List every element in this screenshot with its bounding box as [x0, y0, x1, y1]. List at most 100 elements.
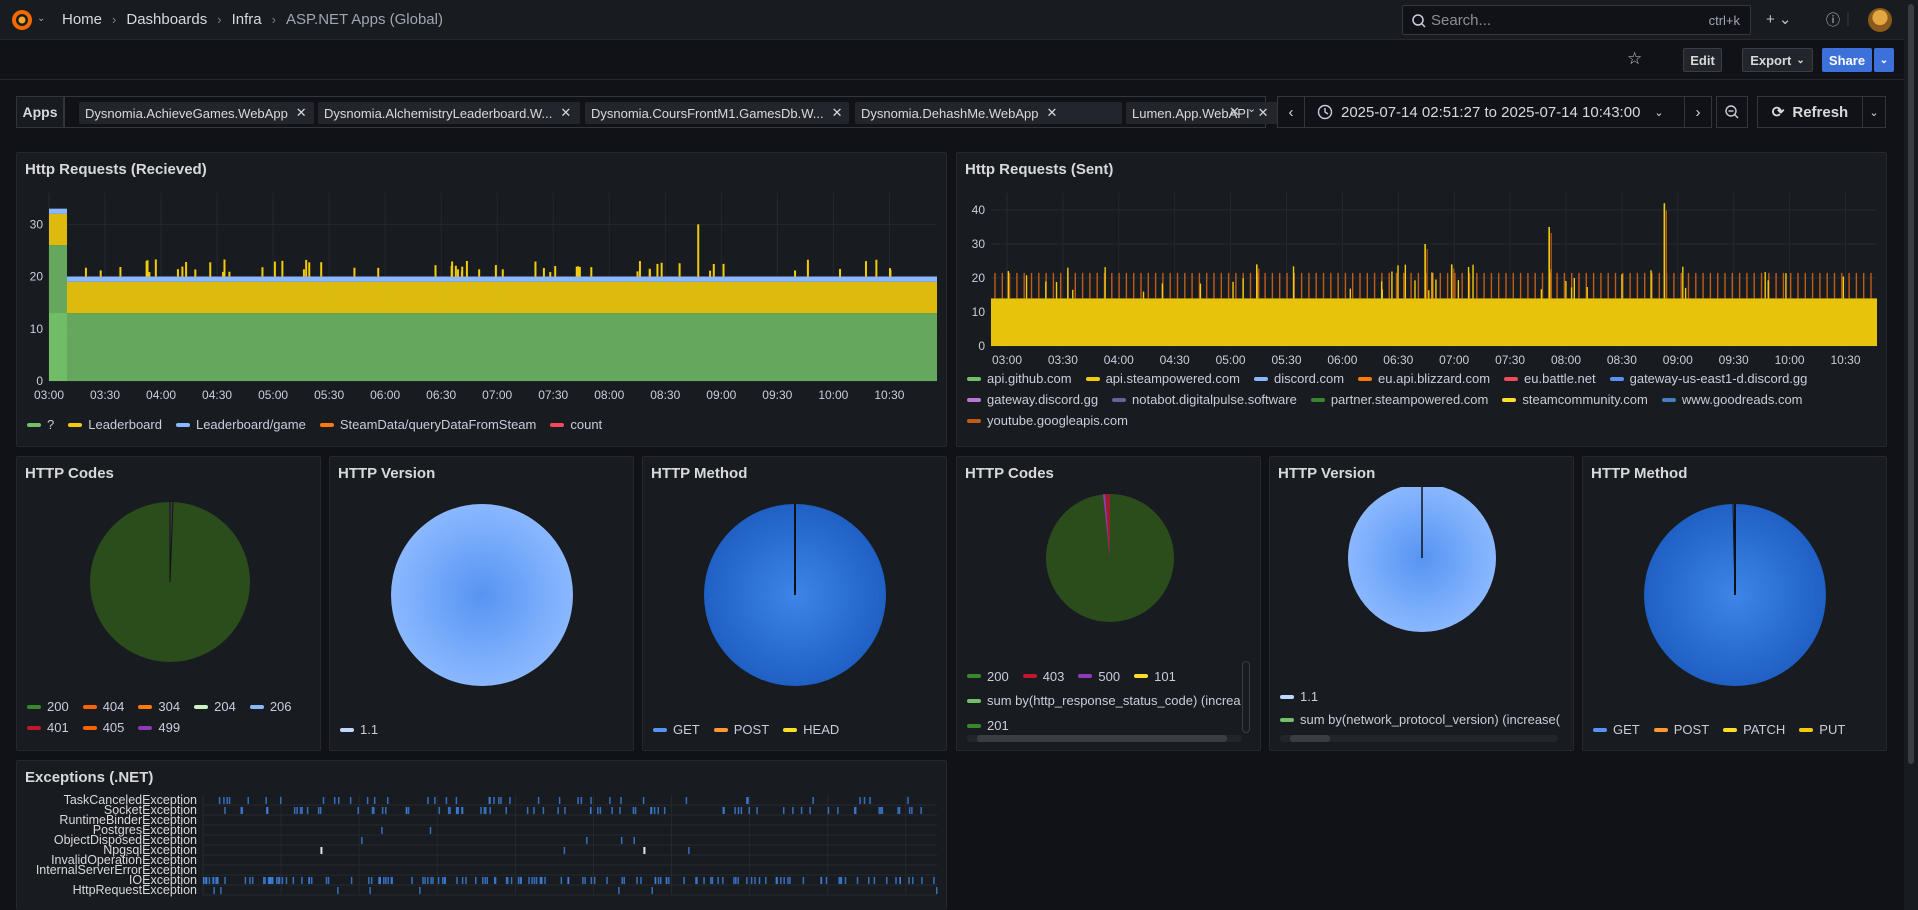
breadcrumb-infra[interactable]: Infra: [231, 11, 262, 28]
export-button[interactable]: Export ⌄: [1742, 48, 1813, 72]
legend-item[interactable]: PUT: [1799, 722, 1845, 737]
legend-item[interactable]: POST: [713, 722, 769, 737]
legend-item[interactable]: count: [550, 417, 602, 432]
pie-chart[interactable]: [17, 487, 321, 677]
share-dropdown-button[interactable]: ⌄: [1874, 48, 1894, 72]
pie-chart[interactable]: [643, 487, 947, 697]
legend-item[interactable]: 304: [138, 699, 180, 714]
legend-item[interactable]: discord.com: [1253, 371, 1344, 386]
close-icon[interactable]: ✕: [560, 105, 572, 120]
legend-item[interactable]: 206: [249, 699, 292, 714]
time-forward-button[interactable]: ›: [1684, 96, 1712, 128]
timeline-tick: [456, 877, 458, 884]
app-chip[interactable]: Dysnomia.AlchemistryLeaderboard.W... ✕: [318, 102, 580, 124]
close-icon[interactable]: ✕: [1257, 105, 1269, 120]
legend-item[interactable]: Leaderboard: [68, 417, 162, 432]
zoom-out-button[interactable]: [1716, 96, 1748, 128]
chart-legend: GET POST HEAD: [653, 722, 839, 737]
close-icon[interactable]: ✕: [295, 105, 307, 120]
legend-item[interactable]: sum by(http_response_status_code) (incre…: [967, 692, 1241, 711]
legend-item[interactable]: 405: [82, 720, 124, 735]
legend-item[interactable]: ?: [27, 417, 54, 432]
legend-item[interactable]: api.github.com: [967, 371, 1072, 386]
legend-item[interactable]: steamcommunity.com: [1502, 392, 1648, 407]
timeseries-chart[interactable]: 40 30 20 10 0 03:00 03:30 04:00 04:30 05:00 05:30 0…: [957, 183, 1887, 393]
state-timeline-chart[interactable]: TaskCanceledExceptionSocketExceptionRunt…: [17, 791, 947, 910]
legend-item[interactable]: 201: [967, 716, 1009, 735]
legend-item[interactable]: SteamData/queryDataFromSteam: [319, 417, 536, 432]
legend-item[interactable]: sum by(network_protocol_version) (increa…: [1280, 712, 1565, 727]
legend-item[interactable]: PATCH: [1723, 722, 1785, 737]
add-icon[interactable]: + ⌄: [1766, 11, 1792, 28]
pie-slice-500[interactable]: [1103, 494, 1110, 558]
x-tick-label: 04:00: [1104, 353, 1134, 367]
legend-item[interactable]: eu.battle.net: [1504, 371, 1596, 386]
close-icon[interactable]: ✕: [1046, 105, 1058, 120]
legend-item[interactable]: 101: [1134, 667, 1176, 686]
legend-label: eu.battle.net: [1524, 371, 1596, 386]
help-icon[interactable]: ⓘ: [1826, 12, 1840, 28]
legend-item[interactable]: POST: [1653, 722, 1709, 737]
refresh-interval-dropdown[interactable]: ⌄: [1862, 96, 1886, 128]
pie-chart[interactable]: [1583, 487, 1887, 697]
legend-item[interactable]: eu.api.blizzard.com: [1358, 371, 1490, 386]
avatar[interactable]: [1868, 8, 1892, 32]
legend-item[interactable]: 404: [82, 699, 124, 714]
refresh-button[interactable]: ⟳ Refresh: [1757, 96, 1863, 128]
close-icon[interactable]: ✕: [831, 105, 843, 120]
legend-item[interactable]: 1.1: [1280, 689, 1565, 704]
legend-horizontal-scrollbar[interactable]: [967, 735, 1242, 742]
legend-item[interactable]: GET: [1593, 722, 1640, 737]
legend-item[interactable]: 499: [138, 720, 180, 735]
breadcrumb-home[interactable]: Home: [62, 11, 103, 28]
pie-chart[interactable]: [1270, 487, 1574, 647]
legend-item[interactable]: 500: [1078, 667, 1120, 686]
legend-item[interactable]: www.goodreads.com: [1661, 392, 1803, 407]
legend-item[interactable]: Leaderboard/game: [175, 417, 306, 432]
clear-icon[interactable]: ✕: [1229, 104, 1240, 119]
timeline-tick: [533, 877, 536, 884]
timeline-tick: [217, 877, 219, 884]
page-scrollbar[interactable]: [1904, 0, 1918, 910]
time-range-picker[interactable]: 2025-07-14 02:51:27 to 2025-07-14 10:43:…: [1304, 96, 1685, 128]
grafana-logo-icon[interactable]: [10, 8, 34, 32]
legend-item[interactable]: gateway-us-east1-d.discord.gg: [1609, 371, 1807, 386]
legend-item[interactable]: 200: [27, 699, 69, 714]
legend-item[interactable]: gateway.discord.gg: [967, 392, 1098, 407]
pie-chart[interactable]: [957, 487, 1261, 637]
pie-slice-1-1[interactable]: [1348, 487, 1496, 632]
legend-item[interactable]: notabot.digitalpulse.software: [1112, 392, 1297, 407]
search-input[interactable]: Search... ctrl+k: [1402, 5, 1751, 35]
edit-button[interactable]: Edit: [1683, 48, 1722, 72]
app-chip[interactable]: Dysnomia.DehashMe.WebApp ✕: [855, 102, 1122, 124]
time-back-button[interactable]: ‹: [1277, 96, 1305, 128]
legend-horizontal-scrollbar[interactable]: [1280, 735, 1558, 742]
app-chip[interactable]: Lumen.App.WebAPI ✕: [1126, 102, 1280, 124]
pie-chart[interactable]: [330, 487, 634, 697]
legend-item[interactable]: HEAD: [783, 722, 839, 737]
legend-item[interactable]: 401: [27, 720, 69, 735]
star-icon[interactable]: ☆: [1627, 49, 1643, 68]
legend-item[interactable]: 1.1: [340, 722, 378, 737]
pie-slice-1-1[interactable]: [391, 504, 573, 686]
chevron-down-icon[interactable]: ⌄: [37, 13, 46, 24]
timeline-tick: [299, 807, 302, 814]
apps-multiselect[interactable]: Dysnomia.AchieveGames.WebApp ✕ Dysnomia.A…: [64, 96, 1280, 128]
app-chip[interactable]: Dysnomia.AchieveGames.WebApp ✕: [79, 102, 314, 124]
legend-scrollbar[interactable]: [1242, 661, 1250, 733]
legend-item[interactable]: youtube.googleapis.com: [967, 413, 1128, 428]
timeline-tick: [505, 877, 508, 884]
legend-item[interactable]: GET: [653, 722, 700, 737]
timeseries-chart[interactable]: 30 20 10 003:00 03:30 04:00 04:30 05:00 05:30 06:…: [17, 183, 947, 443]
chevron-down-icon[interactable]: ⌄: [1247, 103, 1257, 115]
legend-item[interactable]: 204: [194, 699, 236, 714]
legend-item[interactable]: api.steampowered.com: [1085, 371, 1240, 386]
share-button[interactable]: Share: [1822, 48, 1872, 72]
scrollbar-thumb[interactable]: [1908, 4, 1914, 764]
legend-item[interactable]: 403: [1022, 667, 1064, 686]
legend-item[interactable]: 200: [967, 667, 1009, 686]
breadcrumb-dashboards[interactable]: Dashboards: [126, 11, 208, 28]
legend-item[interactable]: partner.steampowered.com: [1310, 392, 1488, 407]
pie-slice-403[interactable]: [1105, 494, 1110, 558]
app-chip[interactable]: Dysnomia.CoursFrontM1.GamesDb.W... ✕: [585, 102, 849, 124]
